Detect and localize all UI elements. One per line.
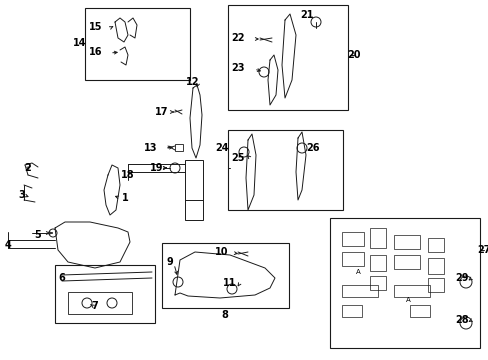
Text: 27: 27	[476, 245, 488, 255]
Text: 2: 2	[24, 163, 31, 173]
Bar	[341, 305, 361, 317]
Text: 18: 18	[121, 170, 135, 180]
Text: 26: 26	[305, 143, 319, 153]
Bar	[427, 238, 443, 252]
Text: 7: 7	[91, 301, 98, 311]
Text: 15: 15	[89, 22, 102, 32]
Text: 3: 3	[19, 190, 25, 200]
Text: A: A	[405, 297, 409, 303]
Text: 5: 5	[35, 230, 41, 240]
Bar	[162, 243, 288, 308]
Bar	[409, 305, 429, 317]
Bar	[369, 228, 385, 248]
Text: 17: 17	[155, 107, 168, 117]
Text: 6: 6	[59, 273, 65, 283]
Bar	[227, 5, 347, 110]
Text: 20: 20	[346, 50, 360, 60]
Text: 24: 24	[215, 143, 228, 153]
Bar	[227, 130, 342, 210]
Bar	[55, 265, 155, 323]
Text: 25: 25	[231, 153, 244, 163]
Text: A: A	[355, 269, 360, 275]
Text: 21: 21	[300, 10, 313, 20]
Text: 8: 8	[221, 310, 228, 320]
Bar	[68, 292, 132, 314]
Text: 29: 29	[454, 273, 468, 283]
Bar	[341, 232, 363, 246]
Bar	[341, 285, 377, 297]
Text: 12: 12	[186, 77, 199, 87]
Text: 10: 10	[215, 247, 228, 257]
Bar	[393, 235, 419, 249]
Bar	[341, 252, 363, 266]
Bar	[329, 218, 479, 348]
Text: 14: 14	[73, 38, 86, 48]
Bar	[184, 160, 203, 220]
Text: 11: 11	[223, 278, 236, 288]
Text: 9: 9	[166, 257, 173, 267]
Bar	[427, 278, 443, 292]
Bar	[393, 285, 429, 297]
Text: 16: 16	[89, 47, 102, 57]
Text: 23: 23	[231, 63, 244, 73]
Text: 13: 13	[144, 143, 158, 153]
Bar	[427, 258, 443, 274]
Text: 1: 1	[122, 193, 128, 203]
Text: 19: 19	[150, 163, 163, 173]
Bar	[369, 255, 385, 271]
Bar	[175, 144, 183, 151]
Bar	[393, 255, 419, 269]
Text: 28: 28	[454, 315, 468, 325]
Text: 4: 4	[4, 240, 11, 250]
Text: 22: 22	[231, 33, 244, 43]
Bar	[85, 8, 190, 80]
Bar	[369, 276, 385, 290]
